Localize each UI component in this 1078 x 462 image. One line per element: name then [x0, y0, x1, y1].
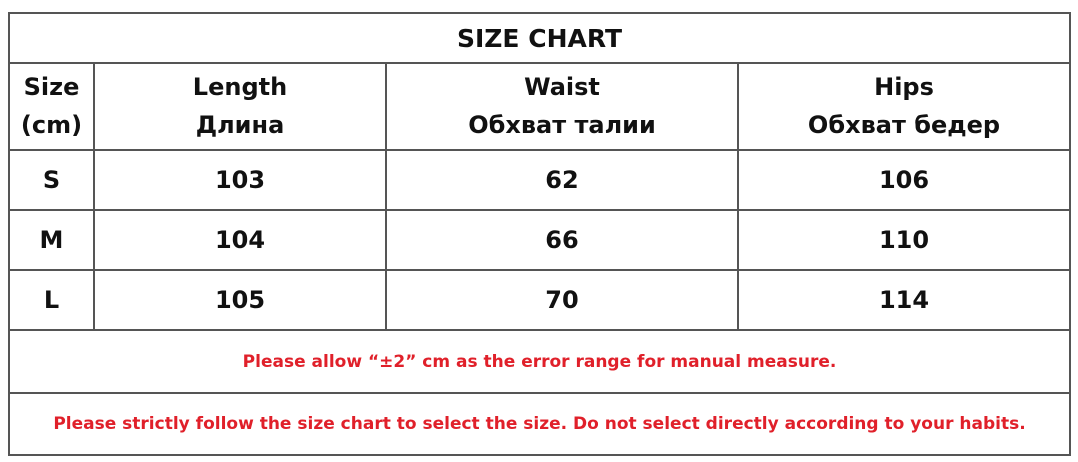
- header-line: Длина: [195, 111, 285, 140]
- header-waist: Waist Обхват талии: [385, 62, 739, 151]
- size-chart-table: SIZE CHART Size (cm) Length Длина Waist Обх…: [7, 11, 1072, 457]
- header-hips: Hips Обхват бедер: [736, 62, 1072, 151]
- table-row: S 103 62 106: [8, 148, 1072, 211]
- cell-length: 104: [93, 208, 387, 272]
- header-row: Size (cm) Length Длина Waist Обхват талии H…: [8, 62, 1072, 151]
- header-size: Size (cm): [8, 62, 95, 151]
- header-line: Length: [192, 73, 288, 102]
- cell-hips: 114: [736, 269, 1072, 332]
- header-line: Обхват бедер: [807, 111, 1001, 140]
- header-line: (cm): [20, 111, 83, 140]
- cell-size: M: [8, 208, 95, 272]
- note-measurement-error: Please allow “±2” cm as the error range …: [7, 329, 1072, 394]
- note-text: Please strictly follow the size chart to…: [53, 413, 1026, 434]
- cell-waist: 70: [385, 269, 739, 332]
- cell-hips: 106: [736, 148, 1072, 211]
- note-text: Please allow “±2” cm as the error range …: [242, 351, 837, 372]
- cell-waist: 66: [385, 208, 739, 272]
- note-follow-chart: Please strictly follow the size chart to…: [7, 391, 1072, 457]
- cell-length: 103: [93, 148, 387, 211]
- cell-hips: 110: [736, 208, 1072, 272]
- header-line: Size: [23, 73, 80, 102]
- table-row: M 104 66 110: [8, 208, 1072, 272]
- header-length: Length Длина: [93, 62, 387, 151]
- table-title: SIZE CHART: [7, 11, 1072, 65]
- table-row: L 105 70 114: [8, 269, 1072, 332]
- cell-waist: 62: [385, 148, 739, 211]
- cell-size: S: [8, 148, 95, 211]
- cell-size: L: [8, 269, 95, 332]
- header-line: Waist: [524, 73, 600, 102]
- header-line: Обхват талии: [468, 111, 656, 140]
- header-line: Hips: [874, 73, 934, 102]
- cell-length: 105: [93, 269, 387, 332]
